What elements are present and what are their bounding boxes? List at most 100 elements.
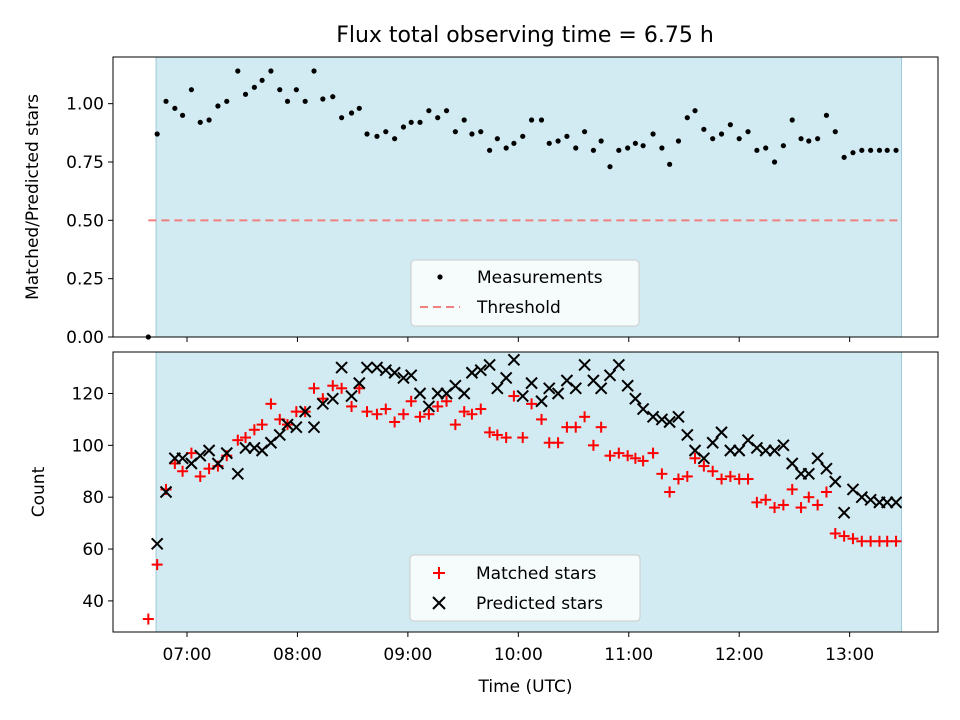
predicted-star-point bbox=[397, 371, 410, 385]
ratio-y-tick-label: 0.75 bbox=[66, 153, 104, 173]
predicted-star-point bbox=[202, 444, 216, 457]
matched-star-point bbox=[829, 527, 841, 539]
measurement-point bbox=[815, 136, 821, 142]
matched-star-point bbox=[317, 393, 329, 405]
matched-star-point bbox=[346, 400, 358, 412]
measurement-point bbox=[417, 119, 423, 125]
predicted-star-point bbox=[724, 444, 737, 457]
matched-star-point bbox=[579, 411, 591, 423]
matched-star-point bbox=[423, 408, 435, 420]
ratio-y-tick-label: 1.00 bbox=[66, 95, 104, 115]
matched-star-point bbox=[637, 455, 649, 467]
matched-star-point bbox=[777, 499, 789, 511]
measurement-point bbox=[701, 126, 707, 132]
predicted-star-point bbox=[535, 395, 548, 408]
matched-star-point bbox=[380, 403, 392, 415]
predicted-star-point bbox=[889, 496, 903, 509]
matched-star-point bbox=[689, 452, 701, 464]
matched-star-point bbox=[795, 502, 807, 514]
predicted-star-point bbox=[697, 452, 711, 465]
measurement-point bbox=[311, 68, 317, 74]
ratio-legend: Measurements Threshold bbox=[410, 259, 640, 327]
matched-star-point bbox=[194, 470, 206, 482]
ratio-panel: 0.00 0.25 0.50 0.75 1.00 Matched/Predicted s… bbox=[23, 56, 939, 348]
matched-star-point bbox=[177, 465, 189, 477]
legend-predicted-marker bbox=[432, 596, 446, 610]
predicted-star-point bbox=[646, 410, 660, 424]
measurement-point bbox=[692, 108, 698, 114]
matched-star-point bbox=[570, 421, 582, 433]
predicted-star-point bbox=[525, 376, 538, 390]
measurement-point bbox=[330, 94, 336, 100]
measurement-point bbox=[400, 124, 407, 130]
matched-star-point bbox=[256, 419, 268, 431]
measurement-point bbox=[684, 115, 690, 121]
predicted-star-point bbox=[150, 537, 164, 551]
matched-star-point bbox=[475, 403, 487, 415]
predicted-star-point bbox=[290, 420, 303, 434]
matched-star-point bbox=[353, 382, 365, 394]
matched-star-point bbox=[449, 419, 461, 431]
matched-star-point bbox=[760, 494, 772, 506]
predicted-star-point bbox=[491, 382, 504, 395]
measurement-point bbox=[710, 136, 716, 142]
matched-star-point bbox=[151, 559, 163, 571]
matched-star-point bbox=[240, 432, 252, 444]
matched-star-point bbox=[890, 535, 902, 547]
measurements-series bbox=[145, 68, 899, 340]
measurement-point bbox=[745, 129, 751, 135]
matched-star-point bbox=[820, 486, 832, 498]
predicted-star-point bbox=[829, 475, 842, 488]
measurement-point bbox=[564, 133, 570, 139]
measurement-point bbox=[763, 145, 769, 151]
count-x-tick-label: 13:00 bbox=[825, 645, 874, 665]
matched-star-point bbox=[847, 533, 859, 545]
predicted-star-point bbox=[603, 369, 617, 382]
count-y-axis-label: Count bbox=[29, 466, 49, 517]
measurement-point bbox=[251, 84, 257, 90]
matched-star-point bbox=[587, 439, 599, 451]
matched-star-point bbox=[742, 473, 754, 485]
matched-star-point bbox=[441, 395, 453, 407]
predicted-star-point bbox=[231, 467, 245, 481]
count-panel: 40 60 80 100 120 07:00 08:00 09:00 10:00 11:00 12… bbox=[29, 351, 939, 697]
measurement-point bbox=[392, 136, 398, 142]
measurement-point bbox=[546, 140, 552, 146]
predicted-star-point bbox=[880, 496, 894, 509]
measurement-point bbox=[868, 147, 874, 153]
matched-star-point bbox=[466, 408, 478, 420]
matched-star-point bbox=[664, 486, 676, 498]
predicted-star-point bbox=[715, 426, 728, 439]
matched-star-point bbox=[672, 473, 684, 485]
predicted-star-point bbox=[629, 392, 642, 405]
matched-star-point bbox=[142, 613, 154, 625]
predicted-star-point bbox=[345, 389, 358, 403]
measurement-point bbox=[364, 131, 370, 137]
measurement-point bbox=[598, 138, 604, 144]
predicted-star-point bbox=[802, 467, 815, 481]
matched-star-point bbox=[698, 460, 710, 472]
measurement-point bbox=[259, 77, 265, 83]
predicted-star-point bbox=[483, 358, 496, 372]
measurement-point bbox=[884, 147, 890, 153]
measurement-point bbox=[374, 133, 380, 139]
predicted-star-point bbox=[176, 452, 189, 465]
matched-star-point bbox=[604, 450, 616, 462]
count-x-tick-label: 07:00 bbox=[162, 645, 211, 665]
matched-star-point bbox=[308, 382, 320, 394]
measurement-point bbox=[520, 133, 526, 139]
ratio-y-axis-label: Matched/Predicted stars bbox=[23, 94, 43, 300]
count-y-tick-label: 80 bbox=[82, 488, 104, 508]
measurement-point bbox=[356, 105, 362, 111]
count-y-tick-label: 60 bbox=[82, 540, 104, 560]
ratio-y-tick-label: 0.25 bbox=[66, 270, 104, 290]
measurement-point bbox=[632, 140, 638, 146]
measurement-point bbox=[640, 143, 646, 149]
predicted-star-point bbox=[706, 436, 719, 449]
measurement-point bbox=[736, 136, 742, 142]
predicted-star-point bbox=[335, 361, 348, 374]
measurement-point bbox=[408, 119, 414, 125]
measurement-point bbox=[179, 112, 186, 118]
measurement-point bbox=[172, 105, 178, 111]
predicted-star-point bbox=[820, 462, 833, 475]
